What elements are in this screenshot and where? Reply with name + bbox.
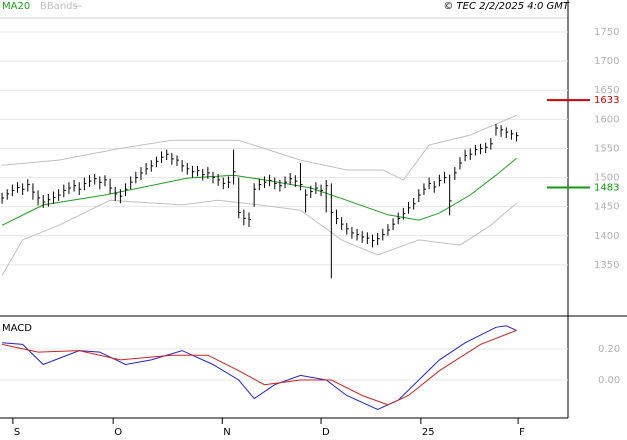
legend-bbands: BBands	[40, 1, 78, 12]
macd-line	[1, 329, 517, 406]
y-tick-label: 1500	[594, 173, 619, 184]
y-tick-label: 1750	[594, 27, 619, 38]
x-tick-label: D	[322, 427, 330, 438]
y-tick-label: 0.00	[598, 375, 620, 386]
price-marker-label: 1633	[594, 95, 619, 106]
y-tick-label: 1400	[594, 231, 619, 242]
legend-ma: MA20	[2, 1, 30, 12]
x-tick-label: 25	[422, 427, 435, 438]
source-note: © TEC 2/2/2025 4:0 GMT	[443, 1, 570, 12]
x-tick-label: F	[519, 427, 525, 438]
x-tick-label: O	[114, 427, 122, 438]
y-tick-label: 0.20	[598, 344, 620, 355]
y-tick-label: 1600	[594, 114, 619, 125]
macd-line	[2, 325, 517, 411]
y-tick-label: 1550	[594, 143, 619, 154]
x-tick-label: N	[223, 427, 230, 438]
y-tick-label: 1450	[594, 202, 619, 213]
ma-line	[1, 157, 517, 226]
band-upper	[2, 114, 517, 181]
y-tick-label: 1350	[594, 260, 619, 271]
macd-title: MACD	[2, 323, 32, 334]
x-tick-label: S	[14, 427, 20, 438]
y-tick-label: 1650	[594, 85, 619, 96]
price-marker-label: 1483	[594, 182, 619, 193]
y-tick-label: 1700	[594, 56, 619, 67]
band-lower	[1, 199, 517, 276]
